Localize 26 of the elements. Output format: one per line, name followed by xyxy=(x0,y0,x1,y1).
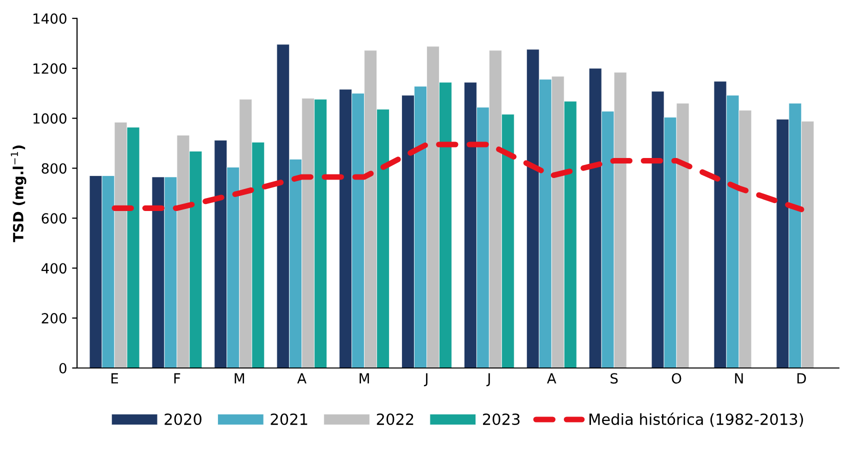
x-tick-label: E xyxy=(111,373,118,384)
x-tick-label: A xyxy=(546,373,556,384)
legend-label: 2023 xyxy=(483,413,520,426)
x-tick-label: J xyxy=(424,373,428,386)
y-axis-title: TSD (mg.l$^{−1}$) xyxy=(10,146,26,242)
y-tick-label: 800 xyxy=(42,163,66,174)
x-tick-label: J xyxy=(486,373,490,386)
y-tick-label: 1400 xyxy=(33,13,66,24)
legend-label: 2022 xyxy=(376,413,414,426)
legend-label: Media histórica (1982-2013) xyxy=(589,412,803,427)
y-tick-label: 600 xyxy=(42,213,66,224)
y-tick-label: 1200 xyxy=(33,63,66,74)
y-tick-label: 400 xyxy=(41,263,66,274)
legend-label: 2020 xyxy=(164,413,202,426)
x-tick-label: A xyxy=(297,373,306,384)
x-tick-label: S xyxy=(610,373,618,384)
legend-label: 2021 xyxy=(270,413,308,426)
y-tick-label: 1000 xyxy=(33,113,66,124)
x-tick-label: O xyxy=(672,373,682,384)
x-tick-label: M xyxy=(360,373,369,384)
y-tick-label: 200 xyxy=(42,313,66,324)
x-tick-label: N xyxy=(735,373,743,384)
x-tick-label: F xyxy=(174,373,180,384)
y-tick-label: 0 xyxy=(59,362,66,374)
x-tick-label: D xyxy=(797,373,806,384)
x-tick-label: M xyxy=(234,373,244,384)
